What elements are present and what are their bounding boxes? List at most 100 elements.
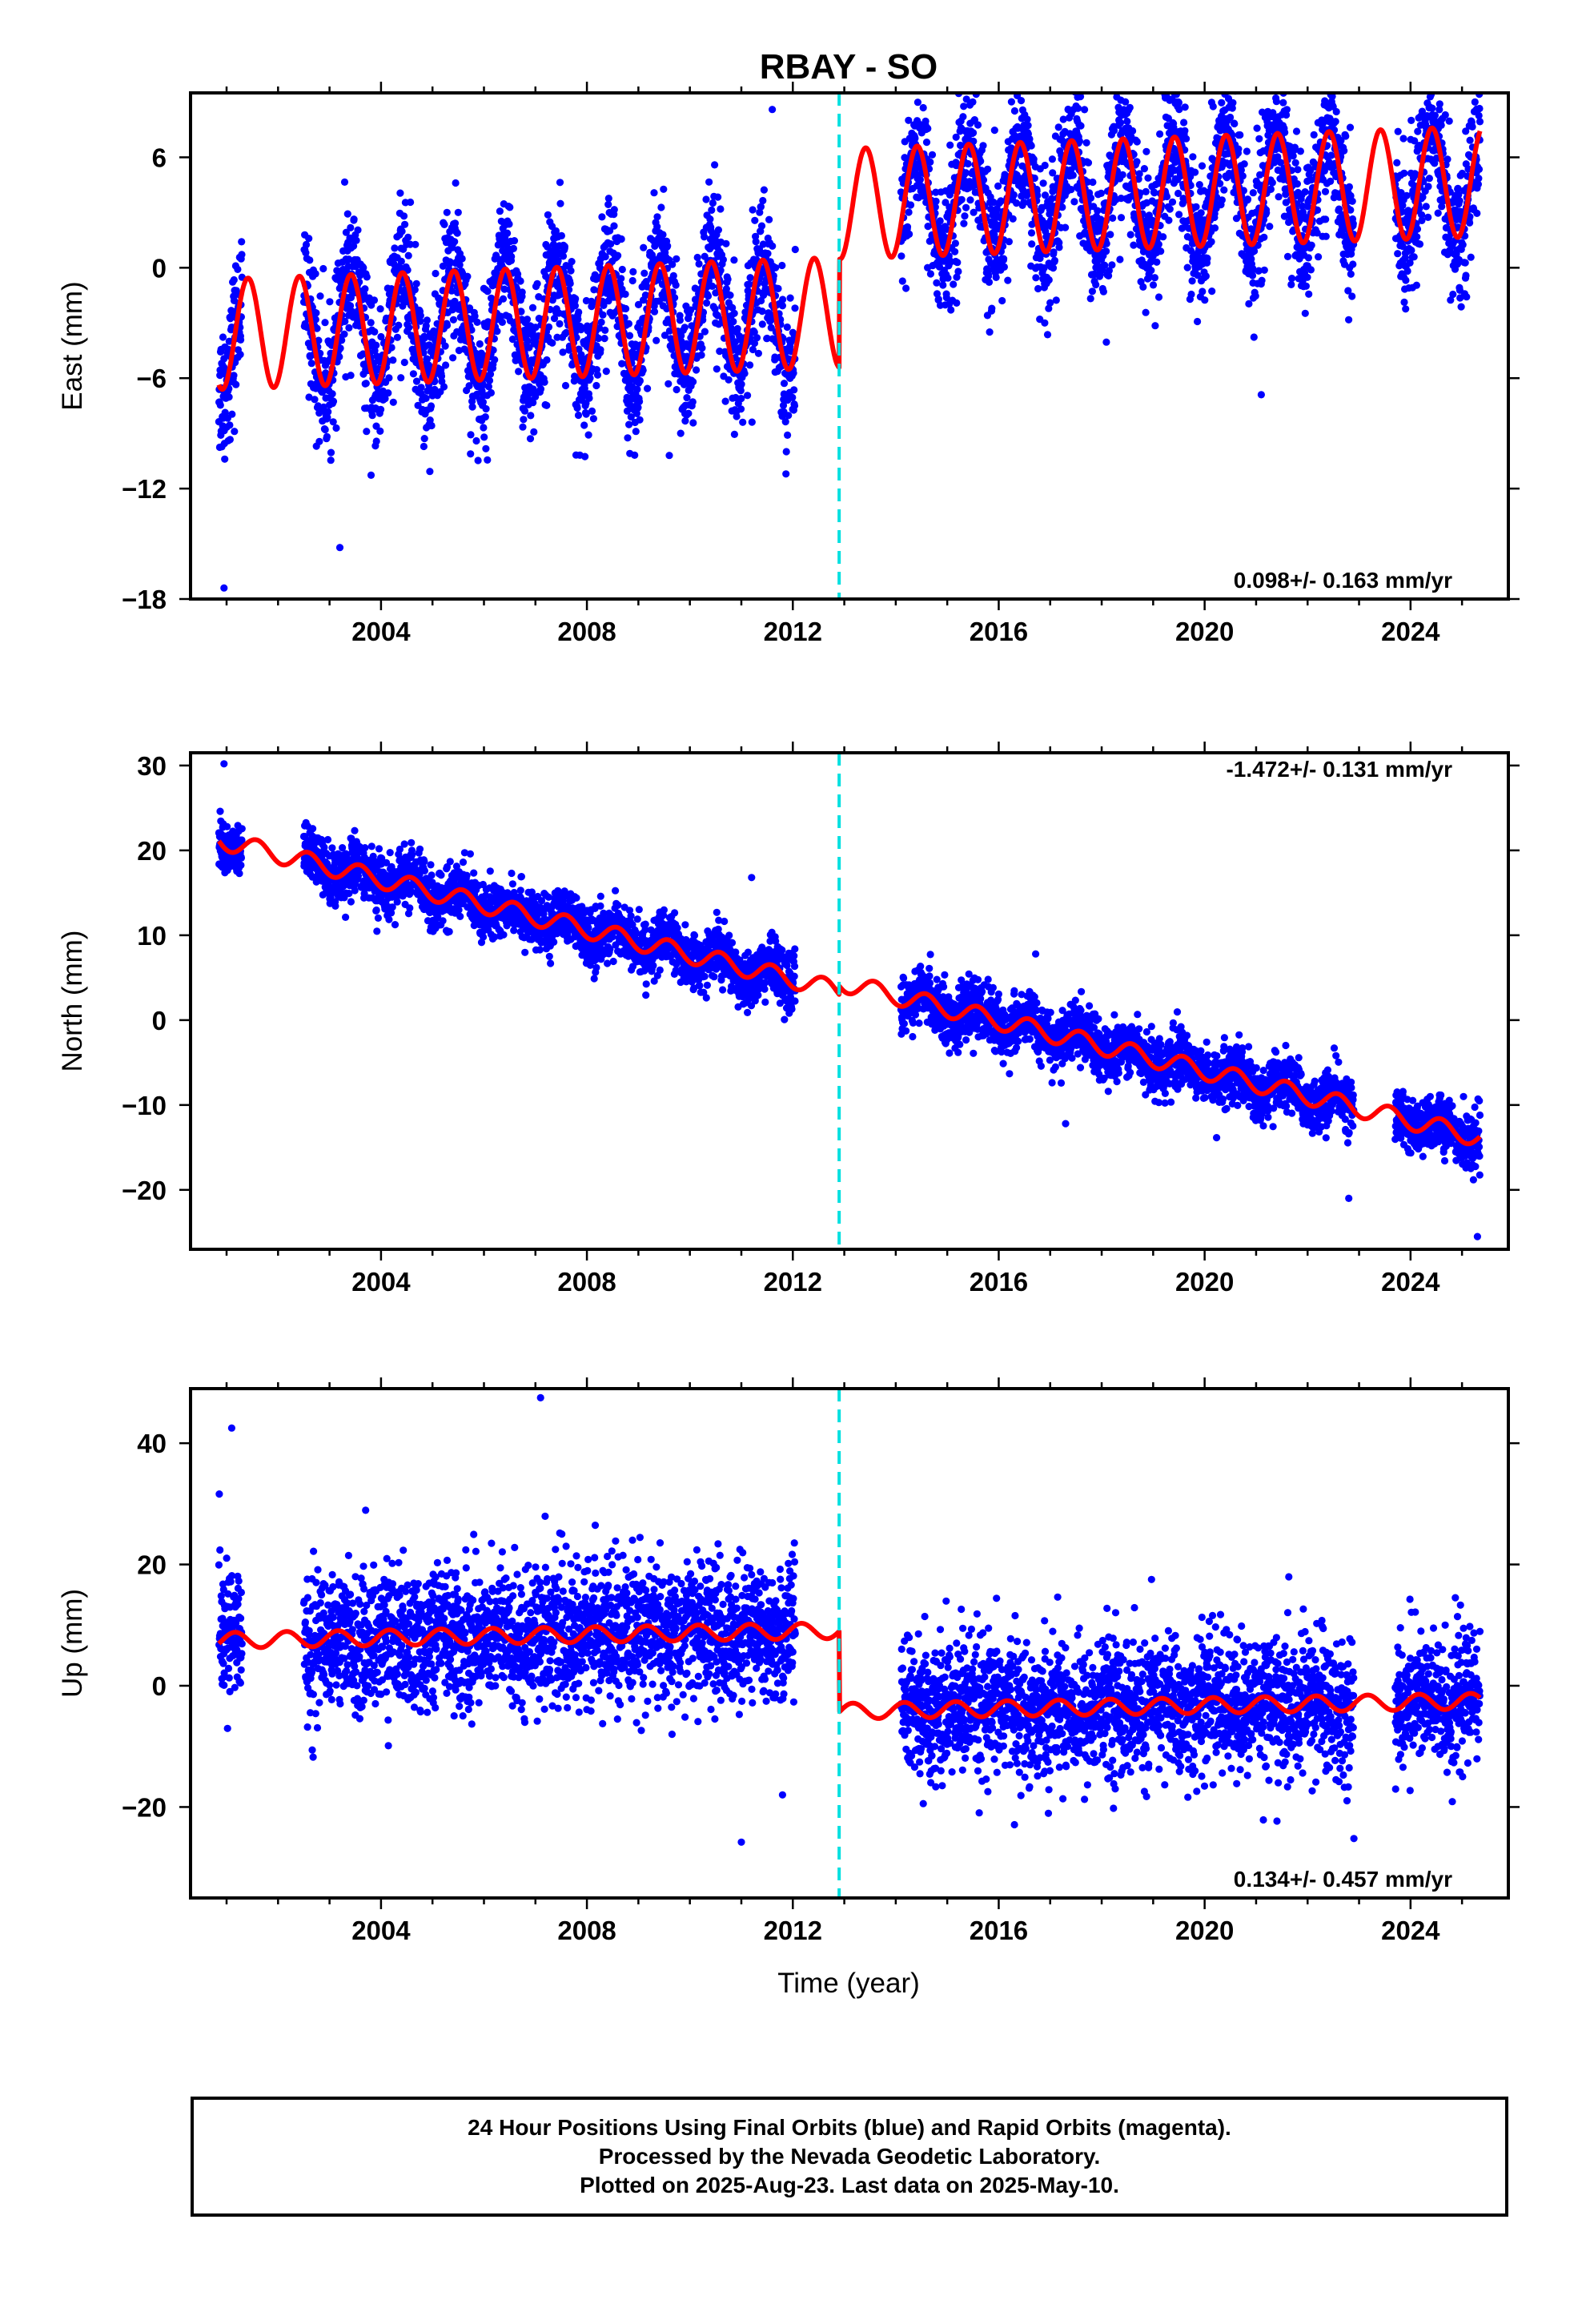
data-point [370,296,379,304]
data-point [621,290,629,298]
data-point [524,337,532,345]
data-point [449,354,457,362]
data-point [1413,233,1421,241]
data-point [319,264,327,273]
data-point [448,287,456,295]
data-point [772,263,780,271]
data-point [443,208,451,216]
data-point [395,321,403,329]
data-point [307,360,315,368]
data-point [1418,216,1426,224]
data-point [632,428,640,436]
data-point [1034,284,1042,293]
data-point [342,228,350,236]
data-point [790,386,798,394]
data-point [451,238,459,246]
chart-title: RBAY - SO [760,47,938,86]
data-point [1243,195,1252,203]
data-point [903,223,912,231]
data-point [722,239,730,247]
data-point [606,227,614,235]
data-point [1198,162,1207,170]
data-point [305,393,313,401]
data-point [510,237,519,245]
data-point [1331,118,1339,126]
data-point [468,403,476,411]
data-point [509,244,518,252]
data-point [452,179,460,187]
data-point [1283,106,1291,114]
data-point [953,299,961,307]
data-point [709,199,717,207]
data-point [367,319,375,327]
data-point [381,395,389,403]
outlier-point [1257,391,1265,399]
data-point [1301,188,1309,196]
data-point [426,416,434,424]
data-point [1322,232,1330,240]
data-point [543,401,551,409]
data-point [234,265,242,273]
data-point [560,243,569,251]
data-point [389,356,397,364]
data-point [401,220,409,228]
data-point [706,215,714,223]
data-point [327,456,335,464]
data-point [1102,247,1110,255]
data-point [597,318,605,326]
data-point [1467,253,1475,261]
data-point [590,286,598,294]
data-point [347,223,355,231]
data-point [928,151,937,159]
data-point [897,252,905,260]
data-point [1283,252,1292,260]
data-point [479,398,488,406]
data-point [1279,99,1287,107]
data-point [484,287,492,296]
data-point [1214,79,1221,86]
data-point [672,281,680,289]
data-point [1123,117,1131,126]
data-point [737,387,745,395]
data-point [950,280,958,288]
data-point [933,279,941,287]
data-point [1288,275,1296,283]
data-point [486,370,495,378]
data-point [1475,41,1482,48]
data-point [719,255,728,263]
data-point [1427,70,1435,78]
data-point [607,240,615,248]
data-point [437,372,446,380]
data-point [1039,179,1047,187]
data-point [1296,147,1304,155]
data-point [685,409,693,417]
data-point [633,385,641,393]
data-point [757,222,766,230]
data-point [1207,238,1215,246]
data-point [517,308,525,316]
data-point [1253,124,1261,132]
data-point [467,450,475,458]
data-point [1117,214,1126,222]
data-point [1166,205,1174,213]
data-point [610,222,618,230]
data-point [327,448,335,456]
data-point [1119,84,1126,91]
data-point [974,63,981,70]
data-point [230,275,238,284]
data-point [1327,83,1334,90]
data-point [782,470,790,478]
data-point [324,408,332,416]
data-point [1183,263,1191,271]
data-point [359,350,367,358]
data-point [922,139,931,147]
data-point [1475,165,1484,173]
data-point [1394,127,1402,135]
data-point [586,374,594,382]
data-point [1239,172,1247,180]
data-point [568,258,576,266]
data-point [1229,99,1237,107]
data-point [640,269,648,277]
data-point [596,324,604,332]
data-point [398,227,406,235]
